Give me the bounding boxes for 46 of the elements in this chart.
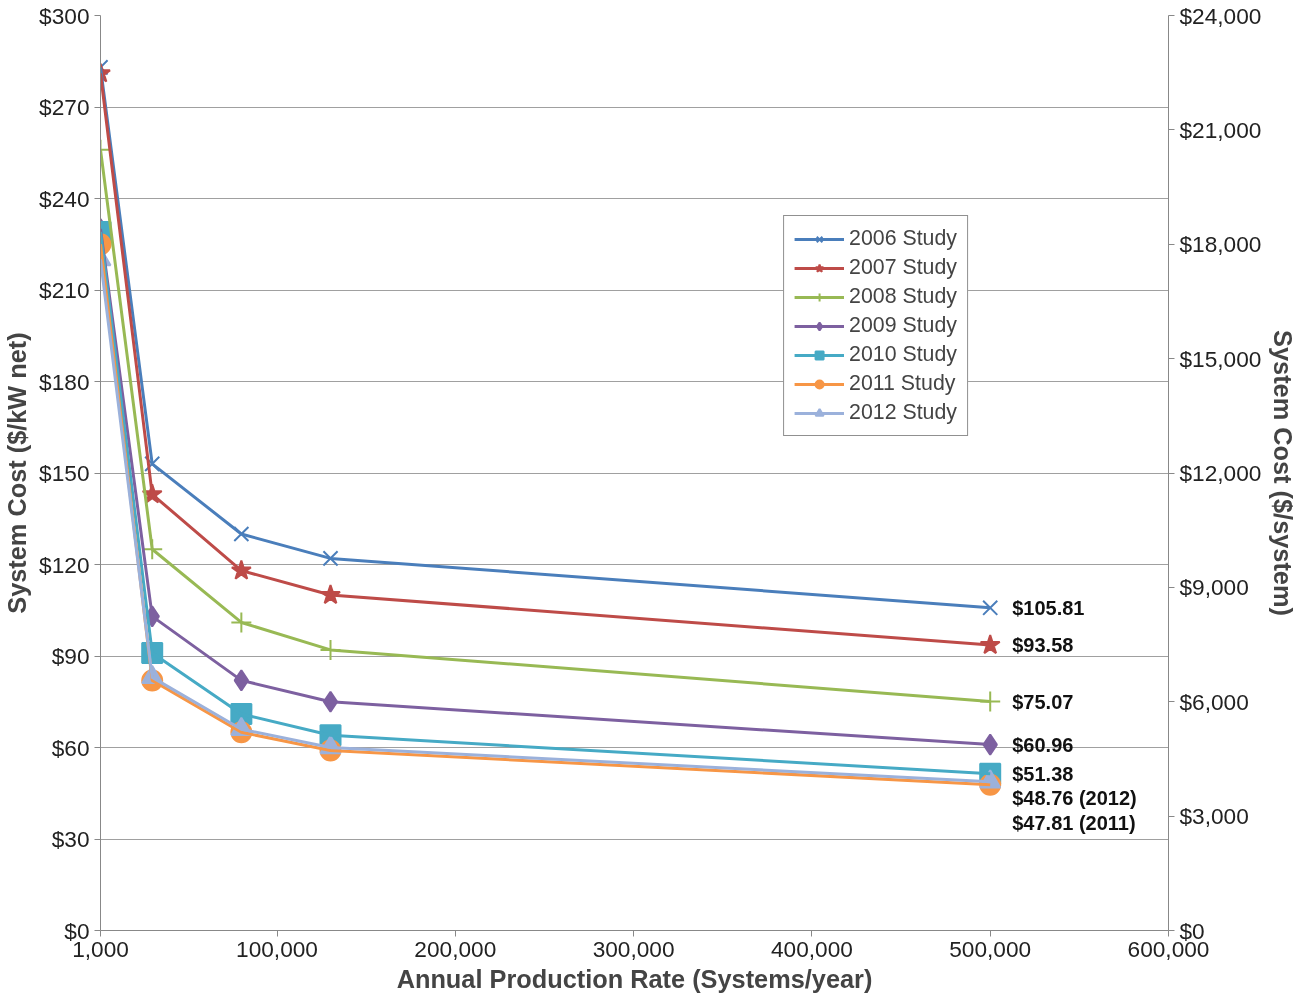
x-tick-label: 100,000 [236, 935, 318, 962]
x-tick-label: 200,000 [414, 935, 497, 962]
x-tick-label: 400,000 [770, 935, 853, 962]
legend-label: 2006 Study [849, 226, 957, 251]
y-tick-label: $30 [51, 826, 90, 852]
data-label: $48.76 (2012) [1012, 787, 1137, 810]
x-tick-label: 500,000 [949, 935, 1032, 962]
y2-tick-label: $12,000 [1179, 460, 1262, 486]
data-label: $105.81 [1012, 596, 1085, 619]
y-tick-label: $240 [39, 185, 90, 212]
legend-label: 2010 Study [849, 342, 957, 367]
y2-tick-label: $21,000 [1179, 116, 1262, 143]
y2-tick-label: $9,000 [1179, 574, 1249, 601]
y-tick-label: $300 [39, 2, 90, 29]
point [979, 690, 1002, 713]
data-label: $75.07 [1012, 690, 1074, 713]
point [233, 525, 250, 543]
data-label: $60.96 [1012, 733, 1074, 756]
y-tick-label: $210 [39, 277, 90, 303]
data-label: $47.81 (2011) [1012, 812, 1136, 835]
y-tick-label: $270 [39, 94, 90, 120]
y-tick-label: $180 [39, 368, 90, 395]
legend-label: 2007 Study [849, 255, 957, 280]
legend-label: 2008 Study [849, 284, 957, 309]
y2-tick-label: $24,000 [1179, 2, 1262, 29]
x-tick-label: 300,000 [592, 935, 675, 962]
y2-tick-label: $18,000 [1179, 231, 1262, 258]
y2-axis-title: System Cost ($/system) [1269, 330, 1298, 616]
y2-tick-label: $15,000 [1179, 345, 1262, 372]
y-tick-label: $150 [39, 460, 90, 486]
y-tick-label: $120 [39, 551, 90, 578]
legend-label: 2009 Study [849, 313, 957, 338]
y2-tick-label: $6,000 [1179, 688, 1249, 715]
data-label: $93.58 [1012, 634, 1074, 657]
y-tick-label: $60 [51, 734, 90, 761]
point [982, 599, 999, 616]
point [322, 550, 339, 567]
point [230, 611, 253, 634]
y-axis-title: System Cost ($/kW net) [3, 332, 32, 614]
y-tick-label: $90 [51, 643, 90, 669]
legend-label: 2011 Study [849, 371, 956, 396]
x-axis-title: Annual Production Rate (Systems/year) [396, 964, 873, 993]
legend-label: 2012 Study [849, 400, 957, 425]
point [144, 455, 161, 472]
data-label: $51.38 [1012, 762, 1074, 785]
y2-tick-label: $3,000 [1179, 803, 1249, 830]
